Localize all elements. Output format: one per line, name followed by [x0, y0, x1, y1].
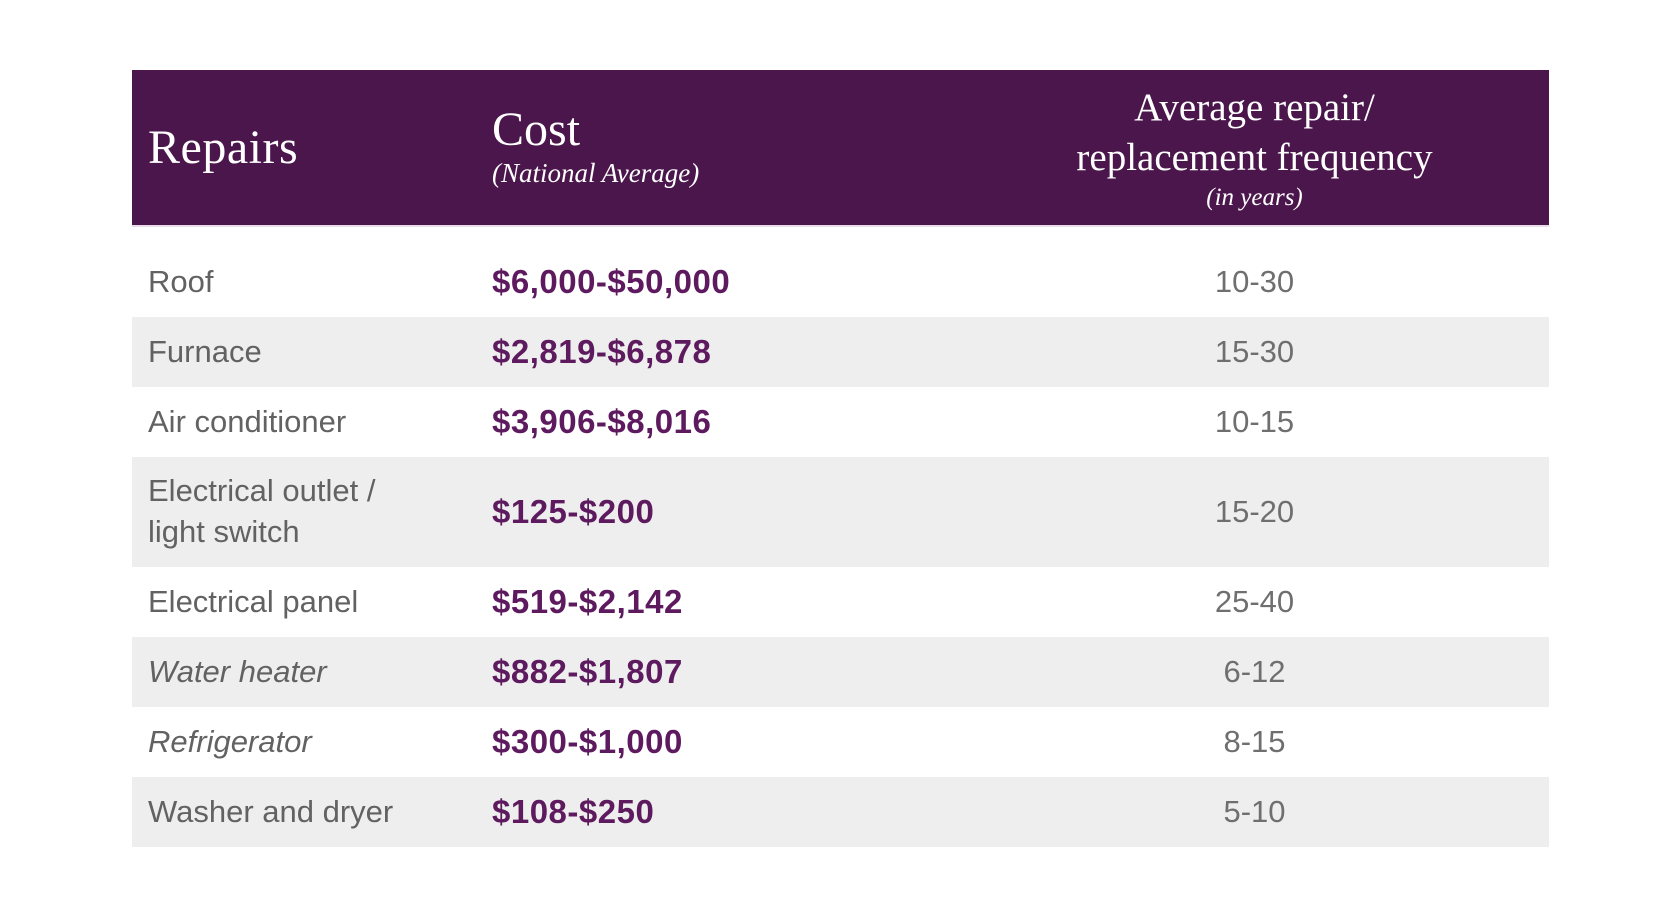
repair-cost: $125-$200: [492, 493, 655, 530]
repair-frequency: 10-15: [1214, 404, 1295, 439]
header-repairs: Repairs: [148, 121, 299, 174]
repair-cost: $108-$250: [492, 793, 655, 830]
repair-cost: $882-$1,807: [492, 653, 683, 690]
table-row-electrical-outlet: Electrical outlet / light switch $125-$2…: [132, 457, 1549, 567]
repair-name: Refrigerator: [148, 723, 312, 759]
repair-name: Water heater: [148, 653, 327, 689]
repair-name: Electrical panel: [148, 583, 359, 619]
table-row-washer-dryer: Washer and dryer $108-$250 5-10: [132, 777, 1549, 847]
repair-frequency: 15-30: [1214, 334, 1295, 369]
header-frequency: Average repair/ replacement frequency (i…: [960, 83, 1549, 213]
repair-name: Electrical outlet / light switch: [148, 473, 376, 549]
repair-name: Air conditioner: [148, 403, 347, 439]
repair-name: Furnace: [148, 333, 262, 369]
header-cost: Cost (National Average): [492, 106, 960, 189]
repair-frequency: 15-20: [1214, 494, 1295, 529]
header-frequency-subtitle: (in years): [1206, 184, 1303, 212]
table-row-electrical-panel: Electrical panel $519-$2,142 25-40: [132, 567, 1549, 637]
repair-cost: $3,906-$8,016: [492, 403, 712, 440]
table-header-row: Repairs Cost (National Average) Average …: [132, 70, 1549, 227]
header-frequency-title: Average repair/ replacement frequency: [1076, 85, 1433, 179]
header-cost-title: Cost: [492, 103, 581, 156]
repair-frequency: 25-40: [1214, 584, 1295, 619]
table-row-furnace: Furnace $2,819-$6,878 15-30: [132, 317, 1549, 387]
table-row-roof: Roof $6,000-$50,000 10-30: [132, 227, 1549, 317]
repair-cost: $2,819-$6,878: [492, 333, 712, 370]
repair-cost: $519-$2,142: [492, 583, 683, 620]
repair-name: Washer and dryer: [148, 793, 394, 829]
header-cost-subtitle: (National Average): [492, 158, 700, 188]
repair-frequency: 6-12: [1223, 654, 1286, 689]
repair-frequency: 10-30: [1214, 264, 1295, 299]
table-row-air-conditioner: Air conditioner $3,906-$8,016 10-15: [132, 387, 1549, 457]
repair-frequency: 5-10: [1223, 794, 1286, 829]
table-row-refrigerator: Refrigerator $300-$1,000 8-15: [132, 707, 1549, 777]
table-body: Roof $6,000-$50,000 10-30 Furnace $2,819…: [132, 227, 1549, 847]
repair-frequency: 8-15: [1223, 724, 1286, 759]
repair-cost: $300-$1,000: [492, 723, 683, 760]
repair-name: Roof: [148, 263, 214, 299]
repair-cost: $6,000-$50,000: [492, 263, 731, 300]
repair-cost-table: Repairs Cost (National Average) Average …: [132, 70, 1549, 847]
table-row-water-heater: Water heater $882-$1,807 6-12: [132, 637, 1549, 707]
